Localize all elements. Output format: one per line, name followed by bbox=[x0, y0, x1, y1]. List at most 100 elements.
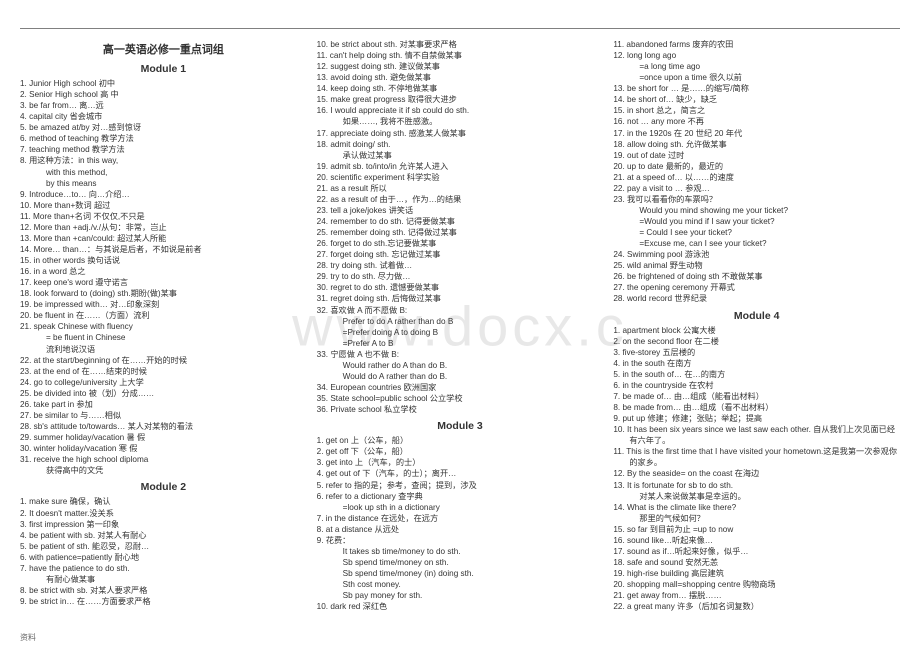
list-item: 3. first impression 第一印象 bbox=[20, 519, 307, 530]
list-item: 27. be similar to 与……相似 bbox=[20, 410, 307, 421]
list-item: 15. in short 总之，简言之 bbox=[613, 105, 900, 116]
list-item: 14. More… than…：与其说是后者，不如说是前者 bbox=[20, 244, 307, 255]
list-item: 6. in the countryside 在农村 bbox=[613, 380, 900, 391]
list-item: 18. admit doing/ sth. bbox=[317, 139, 604, 150]
list-item: 12. long long ago bbox=[613, 50, 900, 61]
list-item: 22. as a result of 由于…，作为…的结果 bbox=[317, 194, 604, 205]
list-item: 10. be strict about sth. 对某事要求严格 bbox=[317, 39, 604, 50]
list-item: 18. safe and sound 安然无恙 bbox=[613, 557, 900, 568]
list-subitem: =Prefer A to B bbox=[317, 338, 604, 349]
list-item: 12. More than +adj./v./从句：非常，岂止 bbox=[20, 222, 307, 233]
list-item: 21. get away from… 摆脱…… bbox=[613, 590, 900, 601]
list-item: 19. be impressed with… 对…印象深刻 bbox=[20, 299, 307, 310]
list-subitem: = be fluent in Chinese bbox=[20, 332, 307, 343]
list-item: 15. in other words 换句话说 bbox=[20, 255, 307, 266]
list-item: 26. take part in 参加 bbox=[20, 399, 307, 410]
list-item: 8. 用这种方法：in this way, bbox=[20, 155, 307, 166]
list-item: 11. abandoned farms 废弃的农田 bbox=[613, 39, 900, 50]
list-subitem: =a long time ago bbox=[613, 61, 900, 72]
list-item: 21. at a speed of… 以……的速度 bbox=[613, 172, 900, 183]
list-item: 15. make great progress 取得很大进步 bbox=[317, 94, 604, 105]
list-item: 6. refer to a dictionary 查字典 bbox=[317, 491, 604, 502]
list-item: 19. out of date 过时 bbox=[613, 150, 900, 161]
list-item: 10. dark red 深红色 bbox=[317, 601, 604, 612]
list-item: 24. Swimming pool 游泳池 bbox=[613, 249, 900, 260]
list-item: 9. 花费： bbox=[317, 535, 604, 546]
main-title: 高一英语必修一重点词组 bbox=[20, 43, 307, 58]
list-item: 35. State school=public school 公立学校 bbox=[317, 393, 604, 404]
list-item: 11. This is the first time that I have v… bbox=[613, 446, 900, 468]
list-item: 26. forget to do sth.忘记要做某事 bbox=[317, 238, 604, 249]
list-item: 14. keep doing sth. 不停地做某事 bbox=[317, 83, 604, 94]
list-item: 22. at the start/beginning of 在……开始的时候 bbox=[20, 355, 307, 366]
list-item: 20. scientific experiment 科学实验 bbox=[317, 172, 604, 183]
list-item: 17. in the 1920s 在 20 世纪 20 年代 bbox=[613, 128, 900, 139]
list-item: 3. be far from… 离…远 bbox=[20, 100, 307, 111]
list-item: 29. try to do sth. 尽力做… bbox=[317, 271, 604, 282]
list-subitem: 获得高中的文凭 bbox=[20, 465, 307, 476]
list-item: 23. 我可以看看你的车票吗？ bbox=[613, 194, 900, 205]
list-item: 3. get into 上（汽车，的士） bbox=[317, 457, 604, 468]
list-item: 18. allow doing sth. 允许做某事 bbox=[613, 139, 900, 150]
list-item: 18. look forward to (doing) sth.期盼(做)某事 bbox=[20, 288, 307, 299]
list-item: 31. receive the high school diploma bbox=[20, 454, 307, 465]
list-subitem: by this means bbox=[20, 178, 307, 189]
list-item: 36. Private school 私立学校 bbox=[317, 404, 604, 415]
list-item: 17. sound as if…听起来好像，似乎… bbox=[613, 546, 900, 557]
list-item: 6. with patience=patiently 耐心地 bbox=[20, 552, 307, 563]
list-item: 13. More than +can/could: 超过某人所能 bbox=[20, 233, 307, 244]
list-item: 23. at the end of 在……结束的时候 bbox=[20, 366, 307, 377]
column-3: 11. abandoned farms 废弃的农田12. long long a… bbox=[613, 39, 900, 612]
list-item: 8. at a distance 从远处 bbox=[317, 524, 604, 535]
list-item: 27. forget doing sth. 忘记做过某事 bbox=[317, 249, 604, 260]
list-subitem: =once upon a time 很久以前 bbox=[613, 72, 900, 83]
list-item: 28. world record 世界纪录 bbox=[613, 293, 900, 304]
list-item: 9. Introduce…to… 向…介绍… bbox=[20, 189, 307, 200]
list-item: 2. on the second floor 在二楼 bbox=[613, 336, 900, 347]
list-item: 5. be patient of sth. 能忍受，忍耐… bbox=[20, 541, 307, 552]
list-item: 5. refer to 指的是；参考，查阅；提到，涉及 bbox=[317, 480, 604, 491]
list-item: 13. avoid doing sth. 避免做某事 bbox=[317, 72, 604, 83]
list-item: 7. teaching method 教学方法 bbox=[20, 144, 307, 155]
list-item: 25. remember doing sth. 记得做过某事 bbox=[317, 227, 604, 238]
list-item: 19. high-rise building 高层建筑 bbox=[613, 568, 900, 579]
list-item: 22. pay a visit to … 参观… bbox=[613, 183, 900, 194]
list-item: 10. More than+数词 超过 bbox=[20, 200, 307, 211]
list-item: 28. sb's attitude to/towards… 某人对某物的看法 bbox=[20, 421, 307, 432]
list-subitem: Sb spend time/money on sth. bbox=[317, 557, 604, 568]
module-3-heading: Module 3 bbox=[317, 419, 604, 433]
list-item: 12. suggest doing sth. 建议做某事 bbox=[317, 61, 604, 72]
list-item: 26. be frightened of doing sth 不敢做某事 bbox=[613, 271, 900, 282]
list-subitem: 那里的气候如何？ bbox=[613, 513, 900, 524]
list-item: 16. in a word 总之 bbox=[20, 266, 307, 277]
list-item: 33. 宁愿做 A 也不做 B: bbox=[317, 349, 604, 360]
list-item: 6. method of teaching 教学方法 bbox=[20, 133, 307, 144]
list-subitem: Sb spend time/money (in) doing sth. bbox=[317, 568, 604, 579]
list-item: 13. It is fortunate for sb to do sth. bbox=[613, 480, 900, 491]
list-item: 2. It doesn't matter.没关系 bbox=[20, 508, 307, 519]
list-subitem: 对某人来说做某事是幸运的。 bbox=[613, 491, 900, 502]
list-item: 1. get on 上（公车，船） bbox=[317, 435, 604, 446]
footer-label: 资料 bbox=[20, 632, 36, 643]
list-subitem: = Could I see your ticket? bbox=[613, 227, 900, 238]
column-2: 10. be strict about sth. 对某事要求严格11. can'… bbox=[317, 39, 604, 612]
list-item: 24. go to college/university 上大学 bbox=[20, 377, 307, 388]
list-item: 4. in the south 在南方 bbox=[613, 358, 900, 369]
list-item: 2. get off 下（公车，船） bbox=[317, 446, 604, 457]
list-subitem: =Prefer doing A to doing B bbox=[317, 327, 604, 338]
list-item: 19. admit sb. to/into/in 允许某人进入 bbox=[317, 161, 604, 172]
list-item: 15. so far 到目前为止 =up to now bbox=[613, 524, 900, 535]
list-subitem: Would do A rather than do B. bbox=[317, 371, 604, 382]
list-item: 9. be strict in… 在……方面要求严格 bbox=[20, 596, 307, 607]
list-item: 21. speak Chinese with fluency bbox=[20, 321, 307, 332]
list-item: 7. be made of… 由…组成（能看出材料） bbox=[613, 391, 900, 402]
module-4-heading: Module 4 bbox=[613, 309, 900, 323]
list-item: 7. in the distance 在远处，在远方 bbox=[317, 513, 604, 524]
list-subitem: =Would you mind if I saw your ticket? bbox=[613, 216, 900, 227]
list-item: 16. not … any more 不再 bbox=[613, 116, 900, 127]
list-item: 5. be amazed at/by 对…感到惊讶 bbox=[20, 122, 307, 133]
list-item: 1. make sure 确保，确认 bbox=[20, 496, 307, 507]
list-subitem: Would you mind showing me your ticket? bbox=[613, 205, 900, 216]
list-item: 20. up to date 最新的，最近的 bbox=[613, 161, 900, 172]
list-item: 30. winter holiday/vacation 寒 假 bbox=[20, 443, 307, 454]
